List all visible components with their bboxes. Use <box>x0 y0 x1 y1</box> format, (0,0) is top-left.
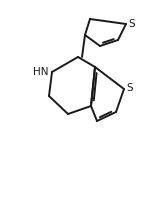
Text: S: S <box>128 19 135 29</box>
Text: S: S <box>126 83 133 93</box>
Text: HN: HN <box>33 67 49 77</box>
